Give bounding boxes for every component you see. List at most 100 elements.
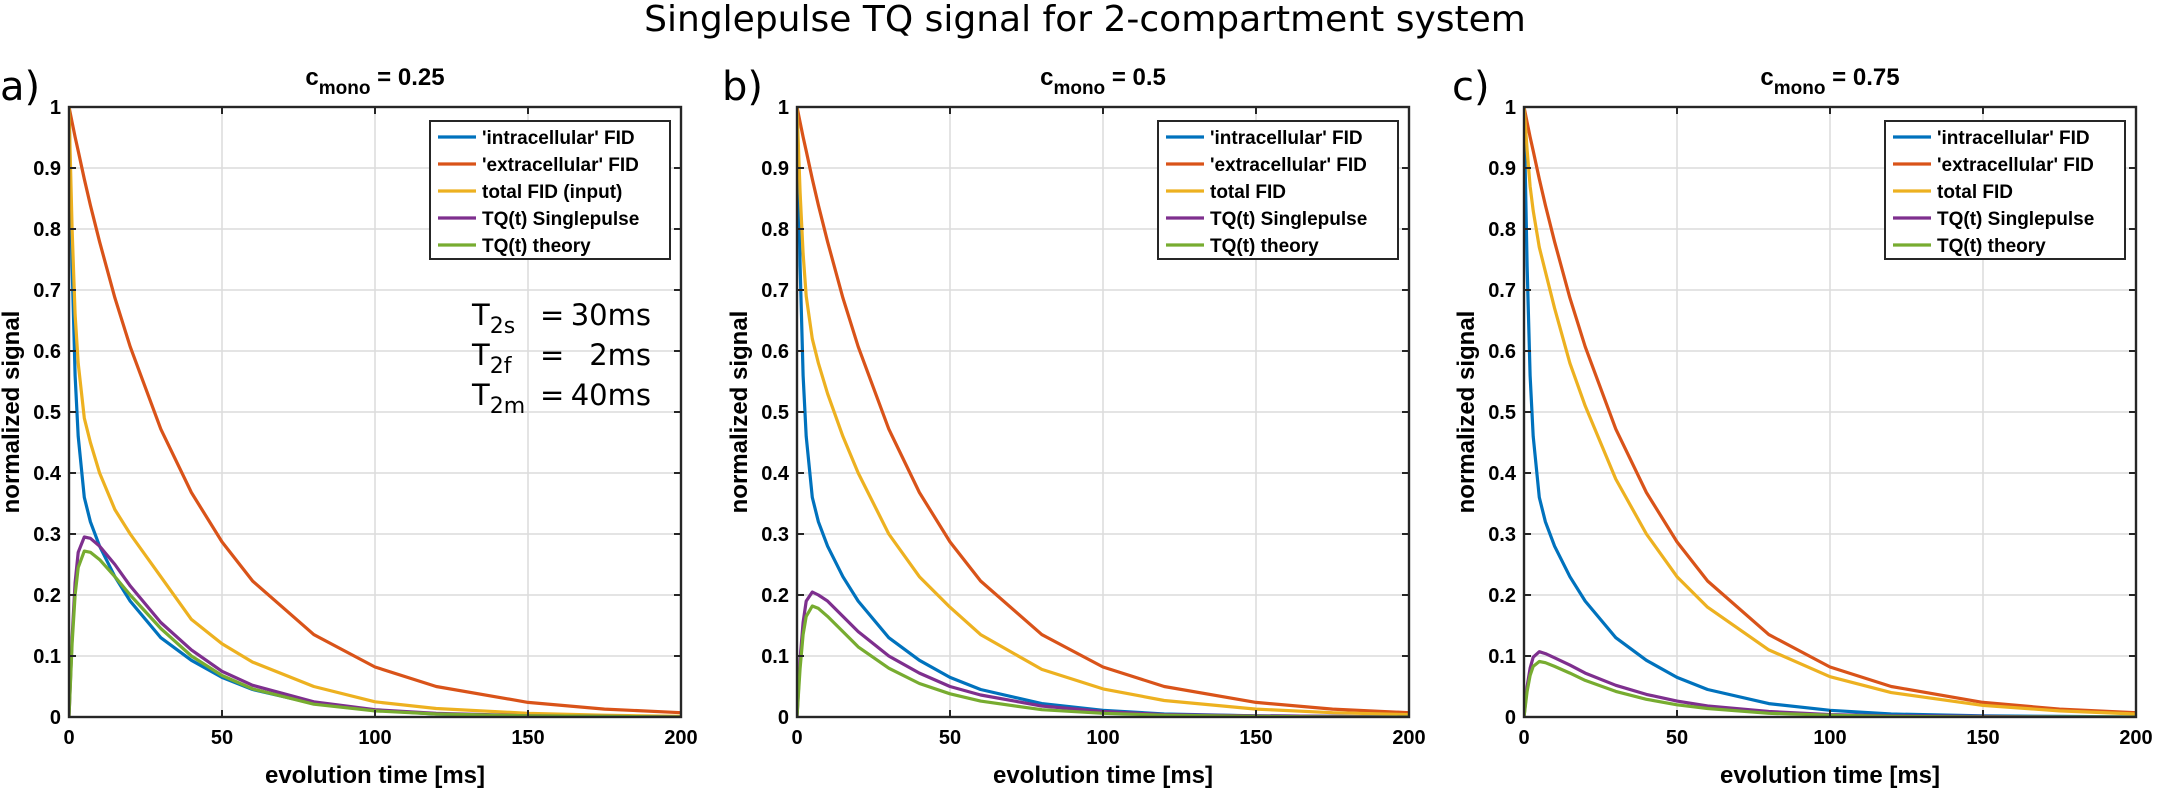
- y-tick-label: 0: [778, 707, 789, 729]
- y-tick-label: 0.2: [1488, 585, 1516, 607]
- figure-title: Singlepulse TQ signal for 2-compartment …: [644, 0, 1526, 40]
- legend-label: total FID: [1210, 182, 1286, 203]
- legend-label: TQ(t) Singlepulse: [1210, 209, 1367, 230]
- y-tick-label: 0.7: [33, 280, 61, 302]
- legend-label: total FID (input): [482, 182, 622, 203]
- panel-title-prefix: c: [1760, 64, 1773, 91]
- y-tick-label: 0.4: [1488, 463, 1517, 485]
- y-tick-label: 0.2: [761, 585, 789, 607]
- y-tick-label: 0.9: [1488, 158, 1516, 180]
- y-tick-label: 0.8: [761, 219, 789, 241]
- legend-label: 'extracellular' FID: [1937, 155, 2094, 176]
- y-tick-label: 0.7: [761, 280, 789, 302]
- panel-label: b): [722, 64, 763, 110]
- series-line-tq_theory: [69, 549, 681, 717]
- y-tick-label: 0.1: [33, 646, 61, 668]
- legend-label: TQ(t) Singlepulse: [1937, 209, 2094, 230]
- y-axis-label: normalized signal: [0, 311, 25, 514]
- legend-label: TQ(t) theory: [1937, 236, 2046, 257]
- y-tick-label: 0.3: [33, 524, 61, 546]
- y-tick-label: 0.1: [761, 646, 789, 668]
- y-tick-label: 0.7: [1488, 280, 1516, 302]
- annotation-value: 30ms: [571, 298, 651, 332]
- legend: 'intracellular' FID 'extracellular' FID to…: [1884, 120, 2126, 260]
- annotation-symbol: T2m: [471, 378, 525, 419]
- legend-label: 'intracellular' FID: [1937, 128, 2090, 149]
- x-tick-label: 200: [1392, 727, 1425, 749]
- y-tick-label: 0.3: [1488, 524, 1516, 546]
- x-axis-label: evolution time [ms]: [993, 762, 1213, 789]
- annotation-equals: =: [540, 378, 564, 412]
- y-tick-label: 0.4: [33, 463, 62, 485]
- y-tick-label: 0.3: [761, 524, 789, 546]
- x-tick-label: 50: [939, 727, 961, 749]
- legend: 'intracellular' FID 'extracellular' FID to…: [429, 120, 671, 260]
- y-tick-label: 1: [50, 97, 61, 119]
- panel-title-prefix: c: [1040, 64, 1053, 91]
- y-tick-label: 0.8: [1488, 219, 1516, 241]
- chart-panel-1: a) cmono = 0.25 0 50 100 150 200 0 0.1 0.2 0.3 0.4 0…: [0, 64, 698, 789]
- legend-label: total FID: [1937, 182, 2013, 203]
- y-tick-label: 0.1: [1488, 646, 1516, 668]
- panel-title: cmono = 0.25: [305, 64, 444, 99]
- series-line-total: [797, 106, 1409, 717]
- x-tick-label: 150: [511, 727, 544, 749]
- x-tick-label: 200: [664, 727, 697, 749]
- x-tick-label: 100: [358, 727, 391, 749]
- annotation-value: 2ms: [589, 338, 651, 372]
- annotation-symbol: T2f: [471, 338, 513, 379]
- y-tick-label: 0.6: [1488, 341, 1516, 363]
- legend-label: 'extracellular' FID: [1210, 155, 1367, 176]
- x-tick-label: 100: [1086, 727, 1119, 749]
- x-axis-label: evolution time [ms]: [265, 762, 485, 789]
- y-tick-label: 0: [1505, 707, 1516, 729]
- panel-label: a): [0, 64, 40, 110]
- panel-title-subscript: mono: [1774, 78, 1826, 99]
- y-tick-label: 0.5: [33, 402, 61, 424]
- x-tick-label: 50: [1666, 727, 1688, 749]
- x-tick-label: 0: [1518, 727, 1529, 749]
- y-tick-label: 0.6: [761, 341, 789, 363]
- panel-title-value: = 0.5: [1105, 64, 1166, 91]
- panel-title: cmono = 0.5: [1040, 64, 1166, 99]
- y-tick-label: 0: [50, 707, 61, 729]
- x-tick-label: 0: [63, 727, 74, 749]
- x-tick-label: 200: [2119, 727, 2152, 749]
- x-tick-label: 100: [1813, 727, 1846, 749]
- annotation-equals: =: [540, 338, 564, 372]
- legend-label: 'intracellular' FID: [1210, 128, 1363, 149]
- series-line-intracellular: [1524, 106, 2136, 717]
- y-tick-label: 0.9: [33, 158, 61, 180]
- annotation-value: 40ms: [571, 378, 651, 412]
- y-tick-label: 1: [778, 97, 789, 119]
- panel-label: c): [1452, 64, 1490, 110]
- chart-panel-3: c) cmono = 0.75 0 50 100 150 200 0 0.1 0.2 0.3 0.4 0…: [1452, 64, 2153, 789]
- legend-label: TQ(t) theory: [1210, 236, 1319, 257]
- y-tick-label: 0.6: [33, 341, 61, 363]
- x-tick-label: 150: [1239, 727, 1272, 749]
- y-tick-label: 0.2: [33, 585, 61, 607]
- y-tick-label: 0.9: [761, 158, 789, 180]
- series-line-tq_theory: [797, 604, 1409, 717]
- legend-label: 'extracellular' FID: [482, 155, 639, 176]
- series-line-extracellular: [1524, 106, 2136, 715]
- y-axis-label: normalized signal: [1453, 311, 1480, 514]
- legend-label: TQ(t) Singlepulse: [482, 209, 639, 230]
- y-tick-label: 0.4: [761, 463, 790, 485]
- x-tick-label: 150: [1966, 727, 1999, 749]
- legend-label: TQ(t) theory: [482, 236, 591, 257]
- panel-title-value: = 0.75: [1826, 64, 1900, 91]
- x-axis-label: evolution time [ms]: [1720, 762, 1940, 789]
- panel-title-value: = 0.25: [371, 64, 445, 91]
- panel-title-prefix: c: [305, 64, 318, 91]
- y-tick-label: 0.5: [1488, 402, 1516, 424]
- y-tick-label: 1: [1505, 97, 1516, 119]
- panel-title-subscript: mono: [319, 78, 371, 99]
- legend-label: 'intracellular' FID: [482, 128, 635, 149]
- chart-panel-2: b) cmono = 0.5 0 50 100 150 200 0 0.1 0.2 0.3 0.4 0.…: [722, 64, 1426, 789]
- panel-title-subscript: mono: [1053, 78, 1105, 99]
- x-tick-label: 50: [211, 727, 233, 749]
- legend: 'intracellular' FID 'extracellular' FID to…: [1157, 120, 1399, 260]
- series-line-extracellular: [797, 106, 1409, 715]
